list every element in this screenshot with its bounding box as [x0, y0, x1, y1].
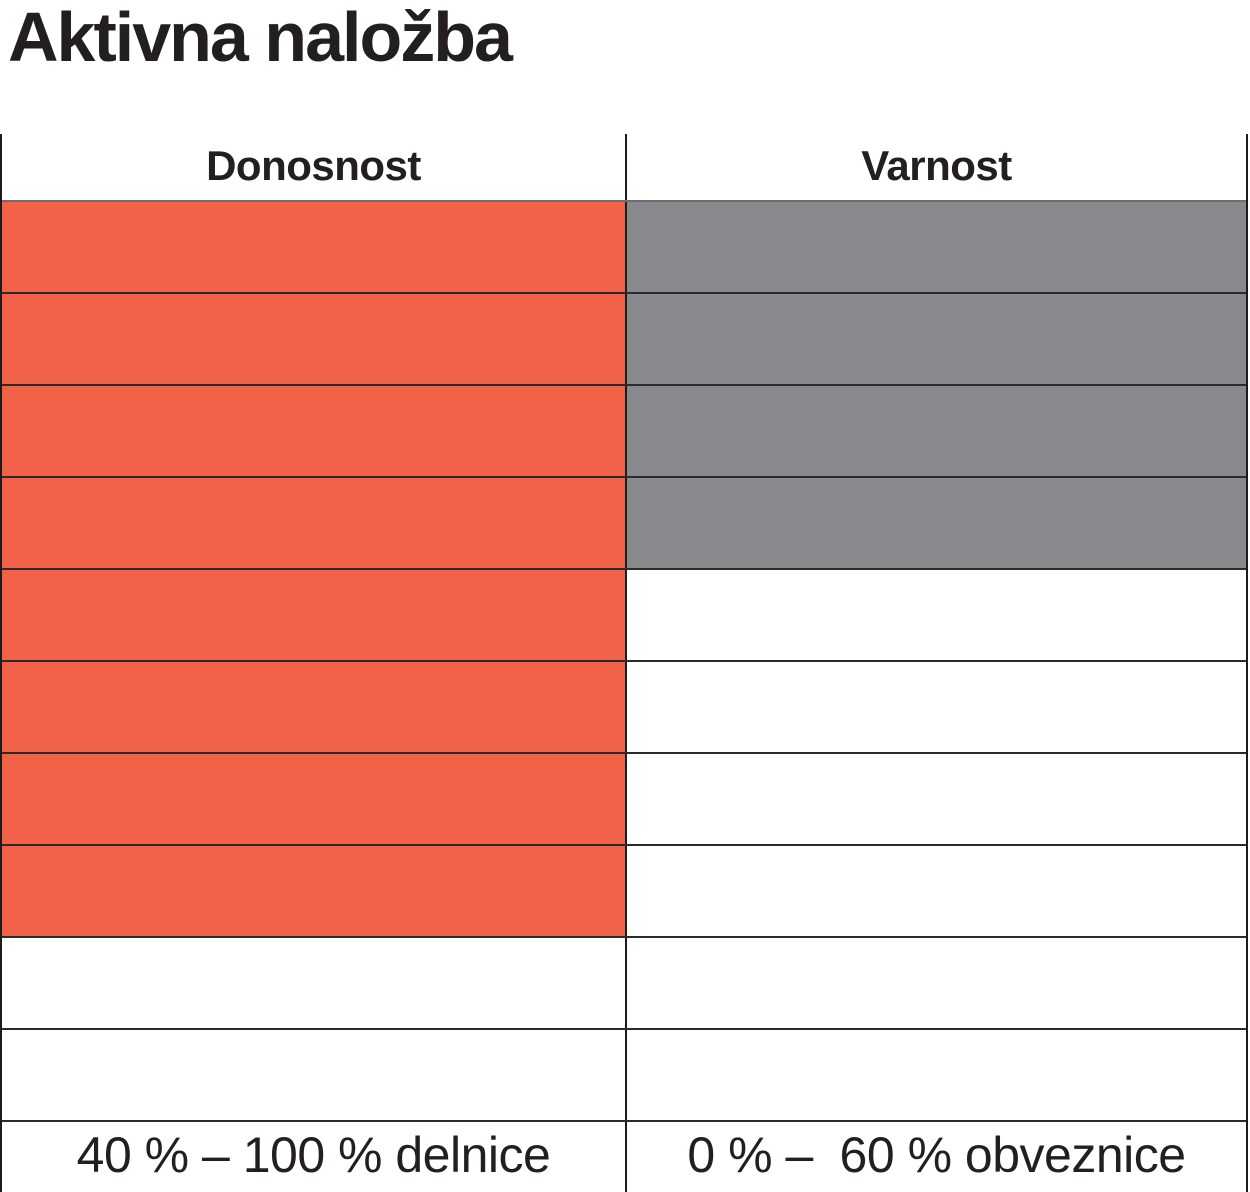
table-row: [2, 754, 1246, 846]
donosnost-range-label: 40 % – 100 % delnice: [2, 1122, 627, 1192]
varnost-cell: [627, 938, 1246, 1028]
table-row: [2, 386, 1246, 478]
varnost-cell: [627, 662, 1246, 752]
donosnost-cell: [2, 662, 627, 752]
donosnost-cell: [2, 1030, 627, 1120]
table-footer-row: 40 % – 100 % delnice 0 % – 60 % obveznic…: [2, 1122, 1246, 1192]
varnost-cell: [627, 570, 1246, 660]
varnost-cell: [627, 202, 1246, 292]
table-row: [2, 478, 1246, 570]
varnost-cell: [627, 478, 1246, 568]
table-row: [2, 662, 1246, 754]
varnost-cell: [627, 1030, 1246, 1120]
varnost-range-label: 0 % – 60 % obveznice: [687, 1127, 1186, 1183]
donosnost-cell: [2, 846, 627, 936]
table-row: [2, 1030, 1246, 1122]
donosnost-cell: [2, 202, 627, 292]
column-header-varnost: Varnost: [861, 142, 1012, 189]
donosnost-cell: [2, 386, 627, 476]
table-body: [2, 202, 1246, 1122]
varnost-cell: [627, 754, 1246, 844]
rating-table: Donosnost Varnost 40 % – 100 % delnice 0…: [0, 134, 1248, 1192]
donosnost-cell: [2, 294, 627, 384]
donosnost-cell: [2, 754, 627, 844]
varnost-cell: [627, 386, 1246, 476]
table-row: [2, 202, 1246, 294]
column-header-donosnost: Donosnost: [2, 134, 627, 200]
page-title: Aktivna naložba: [8, 0, 513, 76]
table-row: [2, 294, 1246, 386]
varnost-cell: [627, 294, 1246, 384]
donosnost-cell: [2, 478, 627, 568]
table-row: [2, 846, 1246, 938]
table-row: [2, 938, 1246, 1030]
donosnost-cell: [2, 570, 627, 660]
donosnost-cell: [2, 938, 627, 1028]
table-header-row: Donosnost Varnost: [2, 134, 1246, 202]
varnost-cell: [627, 846, 1246, 936]
table-row: [2, 570, 1246, 662]
